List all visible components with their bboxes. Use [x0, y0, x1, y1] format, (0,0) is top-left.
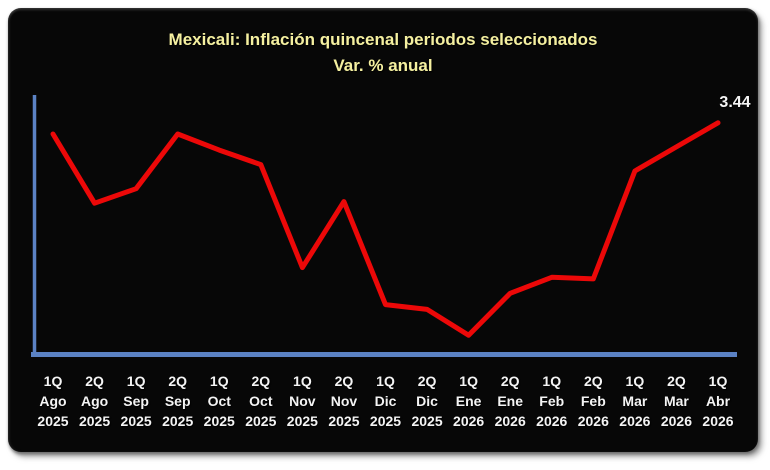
x-axis-label-line: 2026 [577, 413, 609, 429]
x-axis-label-line: 1Q [459, 373, 478, 389]
x-axis-label-line: 2026 [660, 413, 693, 429]
x-axis-label: 2Q Mar 2026 [661, 371, 692, 431]
x-axis-label-line: 2025 [120, 413, 152, 429]
x-axis-label-line: Abr [705, 393, 731, 409]
x-axis-label-line: 2Q [417, 373, 437, 389]
x-axis-label-line: Mar [622, 393, 648, 409]
x-axis-label-line: Ago [80, 393, 109, 409]
x-axis-label-line: 2025 [203, 413, 235, 429]
x-axis-label-line: 2025 [328, 413, 360, 429]
x-axis-label-line: 2026 [494, 413, 526, 429]
x-axis-label: 1Q Abr 2026 [702, 371, 733, 431]
x-axis-label-line: Ene [497, 393, 524, 409]
x-axis-label-line: 1Q [43, 373, 63, 389]
x-axis-label: 2Q Dic 2025 [411, 371, 442, 431]
x-axis-label-line: 2025 [162, 413, 194, 429]
x-axis-label-line: 2025 [37, 413, 69, 429]
x-axis-label-line: 1Q [708, 373, 728, 389]
x-axis-label: 1Q Ago 2025 [37, 371, 68, 431]
x-axis-label: 2Q Oct 2025 [245, 371, 276, 431]
x-axis-label-line: Dic [374, 393, 397, 409]
x-axis-label-line: 2025 [78, 413, 111, 429]
x-axis-label-line: 2026 [536, 413, 568, 429]
x-axis-label-line: 2025 [411, 413, 443, 429]
x-axis-label: 2Q Ene 2026 [495, 371, 526, 431]
x-axis-label-line: Sep [123, 393, 149, 409]
x-axis-label-line: 2Q [667, 373, 686, 389]
x-axis-label-line: Feb [580, 393, 606, 409]
x-axis-label-line: 2026 [619, 413, 651, 429]
chart-title-line1: Mexicali: Inflación quincenal periodos s… [168, 30, 598, 49]
x-axis-label: 2Q Sep 2025 [162, 371, 193, 431]
x-axis-label-line: 1Q [625, 373, 645, 389]
x-axis-label-line: 1Q [376, 373, 395, 389]
x-axis-label-line: 2Q [168, 373, 188, 389]
inflation-series-line [50, 120, 721, 338]
x-axis-label-line: Mar [663, 393, 689, 409]
x-axis-label-line: 2025 [286, 413, 318, 429]
x-axis-label: 1Q Nov 2025 [287, 371, 318, 431]
x-axis-label-line: 1Q [542, 373, 562, 389]
x-axis-label-line: Oct [249, 393, 273, 409]
chart-panel: Mexicali: Inflación quincenal periodos s… [8, 8, 758, 452]
x-axis-label: 1Q Oct 2025 [204, 371, 235, 431]
x-axis-label: 2Q Feb 2026 [578, 371, 609, 431]
x-axis-label-line: 2026 [702, 413, 734, 429]
x-axis-label: 1Q Ene 2026 [453, 371, 484, 431]
x-axis-label: 1Q Sep 2025 [121, 371, 152, 431]
last-point-data-label: 3.44 [719, 94, 751, 111]
x-axis-label-line: 2025 [245, 413, 277, 429]
x-axis-labels: 1Q Ago 2025 2Q Ago 2025 1Q Sep 2025 2Q Sep 2025 1Q Oc… [8, 371, 758, 435]
x-axis-label-line: 2Q [583, 373, 603, 389]
x-axis-label: 1Q Feb 2026 [536, 371, 567, 431]
x-axis-label-line: 2Q [251, 373, 271, 389]
x-axis-label: 1Q Dic 2025 [370, 371, 401, 431]
x-axis-label-line: 2026 [453, 413, 485, 429]
x-axis-label-line: Nov [289, 393, 316, 409]
x-axis-label: 2Q Ago 2025 [79, 371, 110, 431]
x-axis-label-line: 2Q [85, 373, 104, 389]
x-axis-label-line: Oct [207, 393, 231, 409]
x-axis-label-line: 2Q [500, 373, 520, 389]
x-axis-label-line: Ago [39, 393, 67, 409]
x-axis-label-line: 1Q [293, 373, 312, 389]
x-axis-label-line: Feb [539, 393, 565, 409]
x-axis-label-line: 1Q [209, 373, 229, 389]
line-chart-plot-area [31, 95, 737, 357]
x-axis-label-line: 1Q [126, 373, 146, 389]
x-axis-label-line: Nov [330, 393, 358, 409]
x-axis-label: 1Q Mar 2026 [619, 371, 650, 431]
chart-title: Mexicali: Inflación quincenal periodos s… [8, 27, 758, 79]
chart-title-line2: Var. % anual [333, 56, 433, 75]
x-axis-label-line: Dic [416, 393, 438, 409]
x-axis-label: 2Q Nov 2025 [328, 371, 359, 431]
x-axis-label-line: 2025 [369, 413, 402, 429]
x-axis-label-line: Sep [164, 393, 191, 409]
x-axis-label-line: 2Q [334, 373, 354, 389]
x-axis-label-line: Ene [455, 393, 482, 409]
